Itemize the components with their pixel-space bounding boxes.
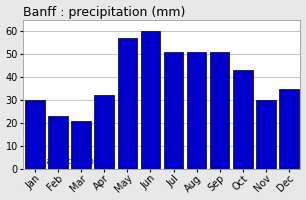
Text: Banff : precipitation (mm): Banff : precipitation (mm) <box>24 6 186 19</box>
Bar <box>233 70 252 169</box>
Bar <box>71 121 91 169</box>
Bar <box>164 52 183 169</box>
Bar <box>25 100 45 169</box>
Bar <box>48 116 68 169</box>
Bar <box>279 89 299 169</box>
Text: www.allmetsat.com: www.allmetsat.com <box>26 157 101 166</box>
Bar <box>141 31 160 169</box>
Bar <box>256 100 276 169</box>
Bar <box>210 52 230 169</box>
Bar <box>95 95 114 169</box>
Bar <box>118 38 137 169</box>
Bar <box>187 52 206 169</box>
